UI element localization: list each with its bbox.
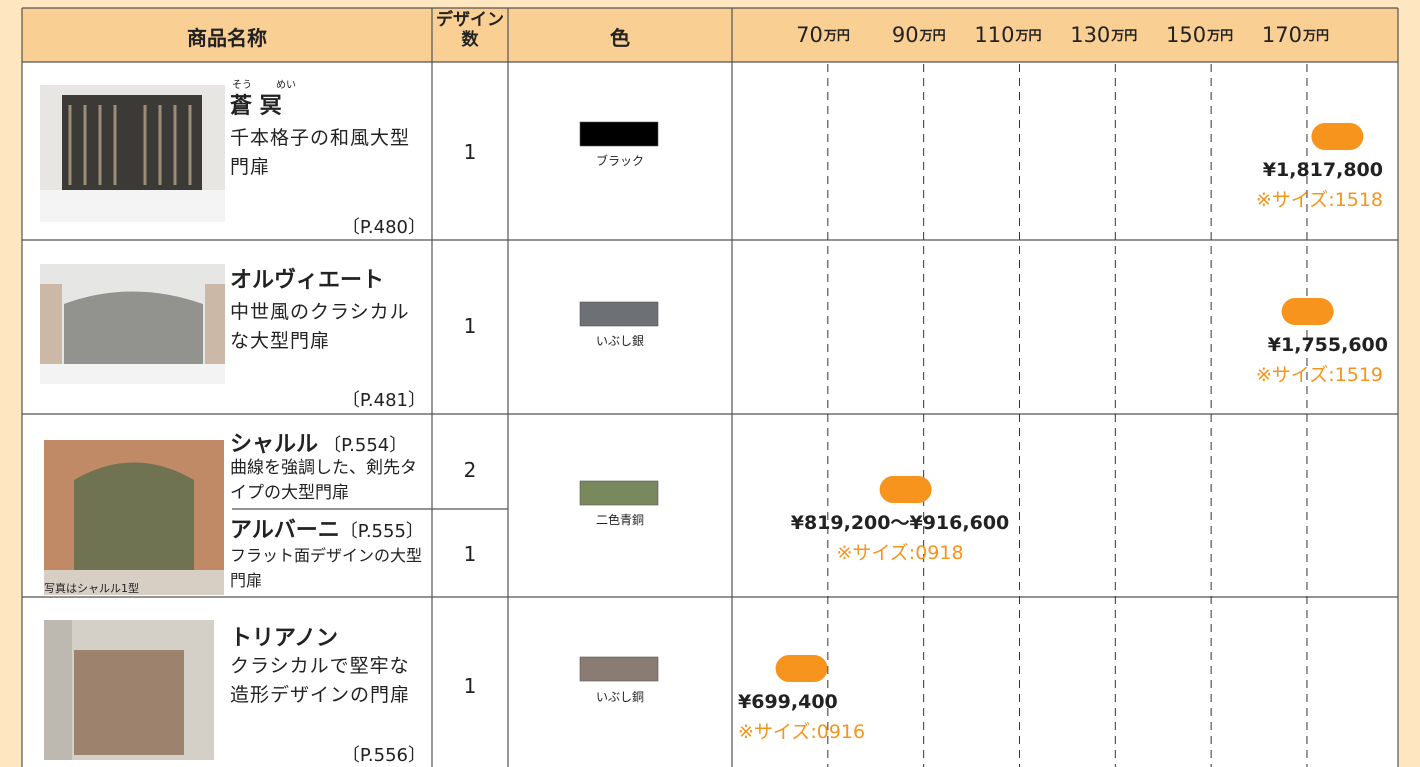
header-color: 色 [610,26,630,50]
product-name: オルヴィエート [230,268,385,293]
price-pill [775,655,828,682]
designs: 2 [463,458,477,482]
tick-unit: 万円 [1206,29,1233,44]
photos [40,85,225,760]
table-lines [21,7,1399,767]
product-name: 蒼 冥 [230,94,282,119]
tick-unit: 万円 [1014,29,1041,44]
product-name: トリアノン [230,626,339,651]
product-desc: 中世風のクラシカルな大型門扉 [230,301,410,352]
color-name: いぶし銀 [595,334,644,348]
designs: 1 [463,140,477,164]
color-name: 二色青銅 [595,513,644,527]
product-title: アルバーニ〔P.555〕 [230,512,430,544]
designs: 1 [463,674,477,698]
tick-unit: 万円 [1110,29,1137,44]
size-label: ※サイズ:1519 [1256,364,1383,386]
size-label: ※サイズ:0918 [836,542,963,564]
tick-unit: 万円 [1302,29,1329,44]
table [22,8,1398,767]
tick-label: 110 [974,23,1014,47]
header-bg [22,8,1398,62]
ruby-text: めい [276,80,296,91]
photo-caption: 写真はシャルル1型 [44,582,139,595]
product-name: シャルル [230,432,319,457]
product-desc: クラシカルで堅牢な造形デザインの門扉 [230,655,411,706]
header-designs: デザイン数 [432,10,508,50]
product-page: 〔P.481〕 [341,390,426,411]
product-name: アルバーニ [230,518,340,543]
ruby-text: そう [232,80,252,91]
size-label: ※サイズ:0916 [738,721,865,743]
header-designs-line: デザイン [436,10,504,30]
size-label: ※サイズ:1518 [1256,189,1383,211]
product-page: 〔P.554〕 [323,435,408,456]
product-desc: 千本格子の和風大型門扉 [230,127,411,178]
color-swatch [579,480,659,506]
color-name: ブラック [595,154,644,168]
tick-unit: 万円 [823,29,850,44]
header-product: 商品名称 [187,26,267,50]
color-swatch [579,121,659,147]
designs: 1 [463,314,477,338]
price-label: ¥1,817,800 [1263,159,1383,181]
price-pill [1281,298,1334,325]
product-page: 〔P.555〕 [339,521,424,542]
tick-label: 150 [1166,23,1206,47]
tick-label: 170 [1262,23,1302,47]
tick-label: 90 [892,23,919,47]
tick-unit: 万円 [919,29,946,44]
product-desc: 曲線を強調した、剣先タイプの大型門扉 [230,458,417,503]
product-page: 〔P.480〕 [341,217,426,238]
price-label: ¥819,200〜¥916,600 [791,512,1010,534]
tick-label: 70 [796,23,823,47]
header-designs-line: 数 [461,30,479,50]
ruby: そう めい [232,76,322,91]
price-label: ¥699,400 [738,691,838,713]
color-swatch [579,656,659,682]
product-desc: フラット面デザインの大型門扉 [230,546,423,590]
color-swatch [579,301,659,327]
price-pill [1311,123,1364,150]
product-title: シャルル 〔P.554〕 [230,426,430,458]
price-pill [879,476,932,503]
price-label: ¥1,755,600 [1268,334,1388,356]
color-name: いぶし銅 [595,690,644,704]
tick-label: 130 [1070,23,1110,47]
designs: 1 [463,542,477,566]
product-page: 〔P.556〕 [341,745,426,766]
